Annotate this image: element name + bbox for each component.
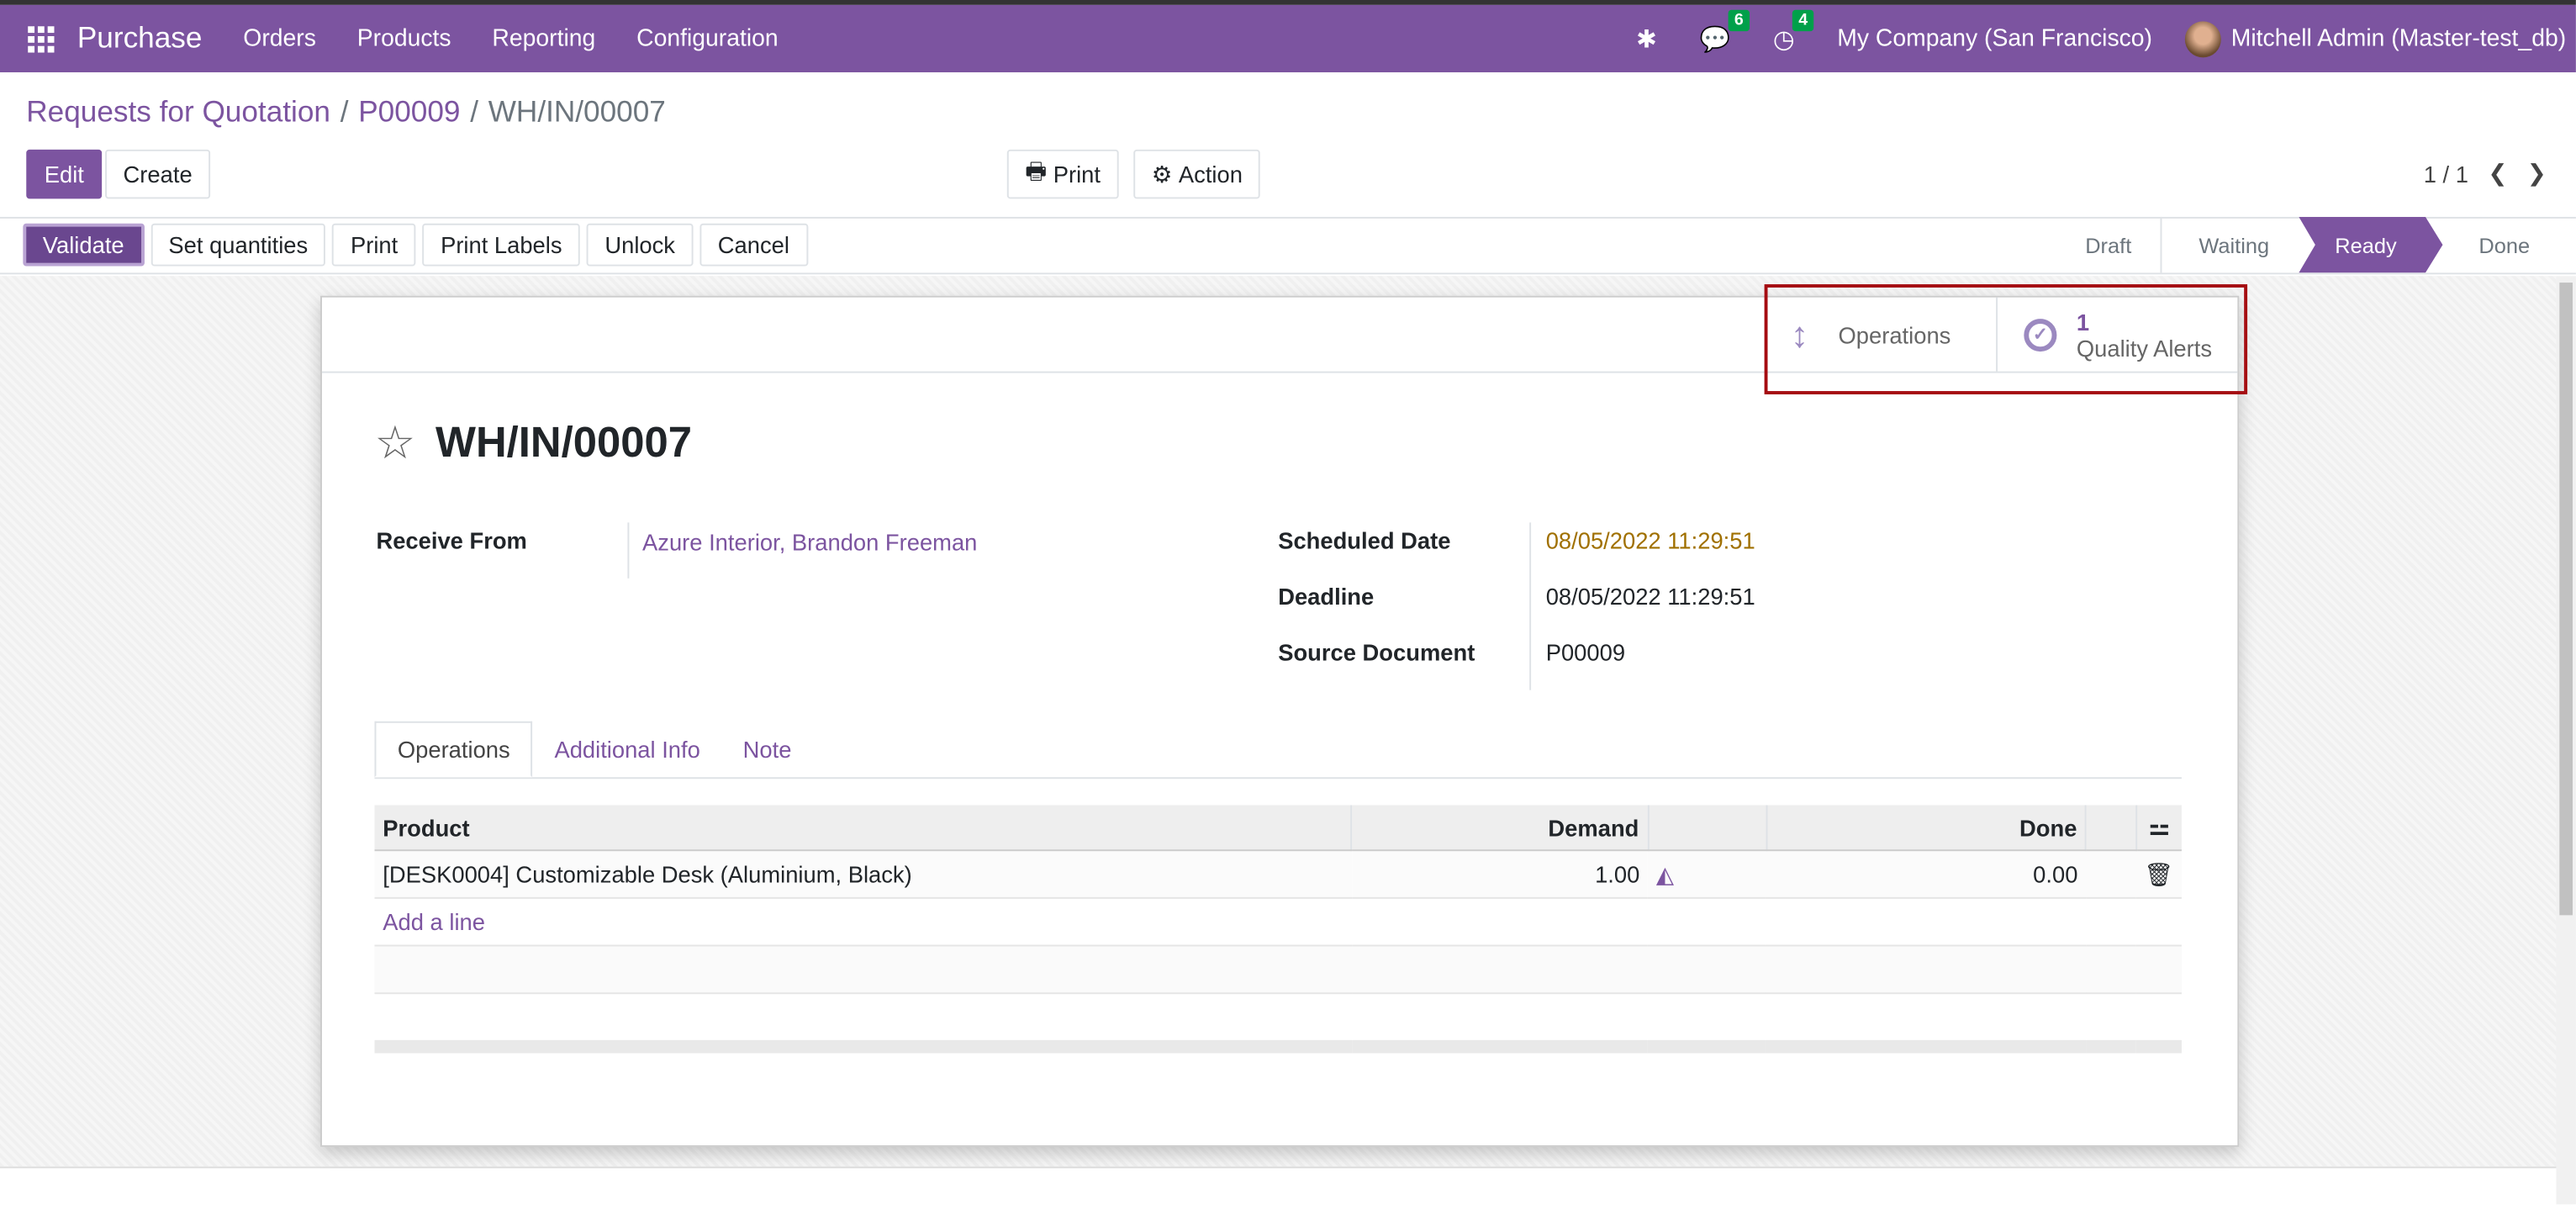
- create-button[interactable]: Create: [105, 149, 211, 199]
- scheduled-date-field[interactable]: 08/05/2022 11:29:51: [1545, 527, 1755, 554]
- chevron-left-icon[interactable]: ❮: [2488, 159, 2508, 186]
- col-delete: [2086, 805, 2137, 852]
- operations-smart-button[interactable]: ↕ Operations: [1766, 297, 1998, 372]
- set-quantities-button[interactable]: Set quantities: [150, 223, 326, 267]
- action-label: Action: [1178, 161, 1243, 188]
- activities-badge: 4: [1792, 8, 1814, 31]
- col-forecast: [1648, 805, 1768, 852]
- record-title: ☆ WH/IN/00007: [375, 415, 692, 469]
- receive-from-label: Receive From: [376, 527, 527, 554]
- menu-products[interactable]: Products: [356, 25, 451, 52]
- stage-done: Done: [2478, 232, 2531, 257]
- trash-icon[interactable]: 🗑: [2135, 850, 2182, 899]
- add-line-link[interactable]: Add a line: [374, 897, 2182, 947]
- highlight-box: [1764, 284, 2248, 394]
- product-cell[interactable]: [DESK0004] Customizable Desk (Aluminium,…: [374, 850, 1352, 899]
- demand-cell[interactable]: 1.00: [1351, 850, 1649, 899]
- divider: [1529, 522, 1532, 690]
- print-menu-button[interactable]: 🖶 Print: [1006, 149, 1119, 199]
- divider: [627, 522, 630, 579]
- tab-additional-info[interactable]: Additional Info: [554, 736, 700, 763]
- stage-waiting: Waiting: [2199, 232, 2270, 257]
- user-avatar[interactable]: [2185, 20, 2222, 57]
- menu-reporting[interactable]: Reporting: [492, 25, 596, 52]
- form-sheet: ↕ Operations ✓ 1 Quality Alerts ☆ WH/IN/0…: [320, 295, 2240, 1147]
- col-demand[interactable]: Demand: [1351, 805, 1650, 852]
- tab-note[interactable]: Note: [742, 736, 792, 763]
- deadline-label: Deadline: [1278, 583, 1375, 610]
- quality-alerts-smart-button[interactable]: ✓ 1 Quality Alerts: [1996, 297, 2237, 372]
- breadcrumb: Requests for Quotation / P00009/WH/IN/0000…: [26, 95, 666, 129]
- spacer: [2086, 850, 2136, 899]
- unlock-button[interactable]: Unlock: [586, 223, 694, 267]
- print-button[interactable]: Print: [332, 223, 416, 267]
- menu-configuration[interactable]: Configuration: [636, 25, 779, 52]
- done-cell[interactable]: 0.00: [1766, 850, 2087, 899]
- scheduled-date-label: Scheduled Date: [1278, 527, 1451, 554]
- vertical-scrollbar[interactable]: [2556, 276, 2576, 1205]
- table-row[interactable]: [DESK0004] Customizable Desk (Aluminium,…: [374, 850, 2182, 899]
- breadcrumb-po[interactable]: P00009: [358, 95, 461, 129]
- edit-button[interactable]: Edit: [26, 149, 103, 199]
- star-icon[interactable]: ☆: [374, 417, 416, 468]
- navbar: Purchase Orders Products Reporting Confi…: [0, 4, 2576, 72]
- quality-alert-count: 1: [2076, 308, 2090, 335]
- company-switcher[interactable]: My Company (San Francisco): [1837, 25, 2152, 52]
- app-name[interactable]: Purchase: [77, 21, 203, 55]
- source-document-field[interactable]: P00009: [1545, 639, 1626, 666]
- optional-columns-toggle-icon[interactable]: ⚍: [2135, 805, 2182, 852]
- operations-table: Product Demand Done ⚍ [DESK0004] Customi…: [374, 805, 2182, 1054]
- tab-operations[interactable]: Operations: [374, 721, 534, 778]
- print-icon: 🖶: [1025, 157, 1053, 184]
- window-top-strip: [0, 0, 2576, 5]
- operations-label: Operations: [1838, 321, 1951, 348]
- notebook-tabs: Operations Additional Info Note: [374, 721, 2182, 780]
- col-product[interactable]: Product: [374, 805, 1353, 852]
- forecast-chart-icon[interactable]: ◭: [1648, 850, 1767, 899]
- horizontal-scrollbar: [0, 1166, 2557, 1205]
- gear-icon: ⚙: [1151, 160, 1179, 187]
- breadcrumb-current: WH/IN/00007: [488, 95, 666, 129]
- receive-from-field[interactable]: Azure Interior, Brandon Freeman: [642, 529, 978, 556]
- table-footer: [374, 993, 2182, 1054]
- record-name: WH/IN/00007: [435, 417, 693, 467]
- chevron-right-icon[interactable]: ❯: [2526, 159, 2547, 186]
- apps-menu-icon[interactable]: [28, 25, 55, 52]
- empty-row: [374, 945, 2182, 995]
- validate-button[interactable]: Validate: [23, 223, 145, 267]
- stage-ready: Ready: [2299, 216, 2443, 273]
- pager: 1 / 1 ❮ ❯: [2424, 160, 2547, 188]
- source-document-label: Source Document: [1278, 639, 1475, 666]
- smart-button-box: ↕ Operations ✓ 1 Quality Alerts: [321, 297, 2238, 373]
- action-menu-button[interactable]: ⚙ Action: [1133, 149, 1261, 199]
- debug-bug-icon[interactable]: ✱: [1636, 25, 1657, 54]
- arrows-vertical-icon: ↕: [1790, 313, 1809, 355]
- menu-orders[interactable]: Orders: [243, 25, 316, 52]
- control-panel: Requests for Quotation / P00009/WH/IN/0000…: [0, 72, 2576, 219]
- statusbar: Validate Set quantities Print Print Labe…: [0, 216, 2576, 275]
- stage-draft: Draft: [2049, 216, 2163, 273]
- check-circle-icon: ✓: [2024, 318, 2057, 351]
- print-labels-button[interactable]: Print Labels: [422, 223, 581, 267]
- user-menu[interactable]: Mitchell Admin (Master-test_db): [2230, 25, 2567, 52]
- deadline-field[interactable]: 08/05/2022 11:29:51: [1545, 583, 1755, 610]
- breadcrumb-rfq[interactable]: Requests for Quotation: [26, 95, 330, 129]
- pager-value[interactable]: 1 / 1: [2423, 160, 2468, 187]
- print-label: Print: [1053, 161, 1101, 188]
- col-done[interactable]: Done: [1766, 805, 2088, 852]
- stage-pipeline: Draft Waiting Ready Done: [2049, 216, 2576, 273]
- activities-clock-icon[interactable]: ◷ 4: [1773, 8, 1814, 54]
- quality-alerts-label: Quality Alerts: [2076, 334, 2213, 361]
- messages-badge: 6: [1727, 8, 1750, 31]
- cancel-button[interactable]: Cancel: [699, 223, 808, 267]
- messages-chat-icon[interactable]: 💬 6: [1700, 8, 1750, 54]
